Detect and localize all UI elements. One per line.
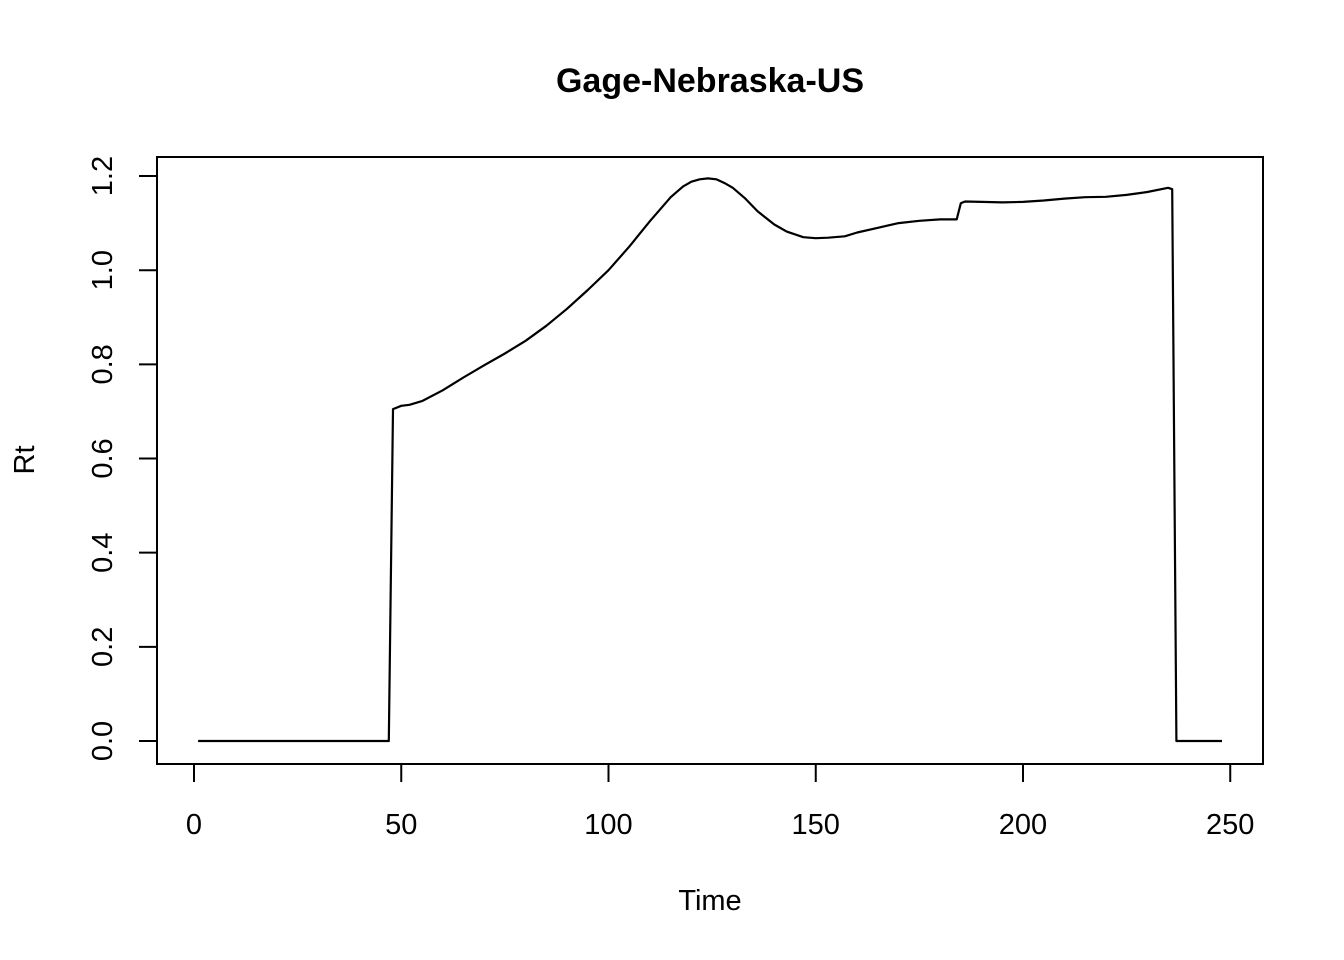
x-tick-label: 50 bbox=[385, 809, 417, 841]
x-tick-label: 150 bbox=[792, 809, 840, 841]
x-tick-label: 200 bbox=[999, 809, 1047, 841]
x-tick-label: 0 bbox=[186, 809, 202, 841]
y-tick-label: 0.0 bbox=[87, 721, 119, 761]
y-tick-label: 0.4 bbox=[87, 533, 119, 573]
y-tick-label: 1.2 bbox=[87, 156, 119, 196]
chart-title: Gage-Nebraska-US bbox=[556, 62, 864, 100]
y-tick-label: 0.2 bbox=[87, 627, 119, 667]
x-tick-label: 100 bbox=[584, 809, 632, 841]
x-tick-label: 250 bbox=[1206, 809, 1254, 841]
series-line bbox=[198, 177, 1222, 743]
x-axis-label: Time bbox=[678, 885, 741, 917]
y-axis: 0.0 0.2 0.4 0.6 0.8 1.0 1.2 bbox=[87, 156, 158, 761]
y-tick-label: 0.6 bbox=[87, 438, 119, 478]
plot-frame bbox=[156, 156, 1264, 765]
y-tick-label: 1.0 bbox=[87, 250, 119, 290]
y-tick-label: 0.8 bbox=[87, 344, 119, 384]
x-axis: 0 50 100 150 200 250 bbox=[186, 763, 1254, 841]
y-axis-label: Rt bbox=[9, 446, 41, 475]
